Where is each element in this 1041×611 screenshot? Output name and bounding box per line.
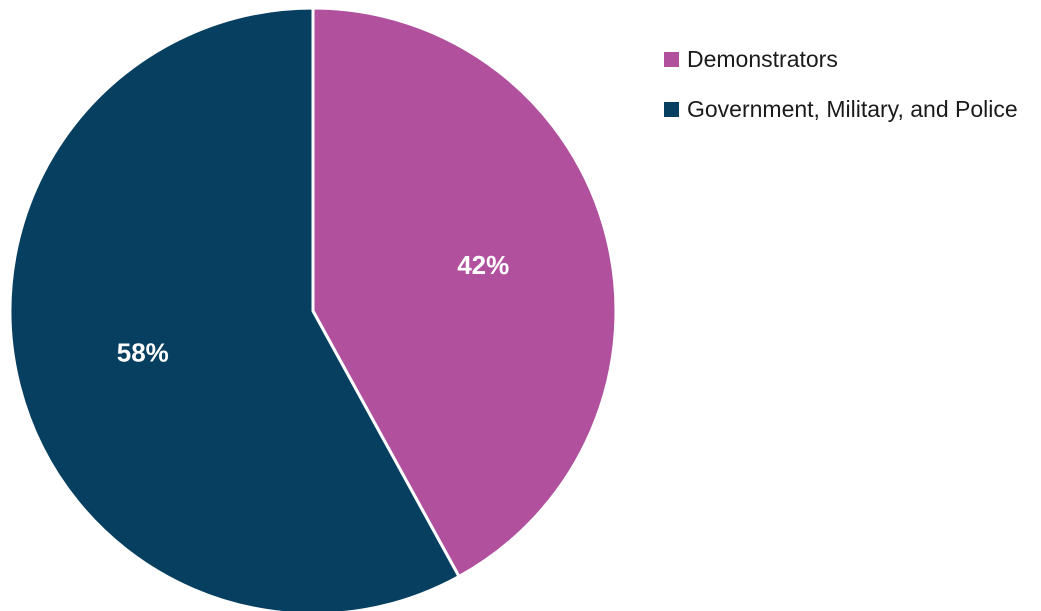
pie-slice-demonstrators <box>311 6 618 579</box>
legend-swatch-government-military-police <box>664 101 679 117</box>
pie-slice-label-government-military-and-police: 58% <box>117 338 169 368</box>
legend-label-government-military-police: Government, Military, and Police <box>687 95 1018 122</box>
legend-item-demonstrators: Demonstrators <box>664 42 1018 76</box>
legend-swatch-demonstrators <box>664 51 679 67</box>
legend-label-demonstrators: Demonstrators <box>687 45 838 72</box>
pie-chart-svg: 42% 58% <box>8 6 618 611</box>
legend-item-government-military-police: Government, Military, and Police <box>664 92 1018 126</box>
pie-chart: 42% 58% <box>8 6 618 611</box>
chart-legend: Demonstrators Government, Military, and … <box>664 42 1018 142</box>
pie-slice-government-military-and-police <box>8 6 461 611</box>
pie-slice-label-demonstrators: 42% <box>457 250 509 280</box>
